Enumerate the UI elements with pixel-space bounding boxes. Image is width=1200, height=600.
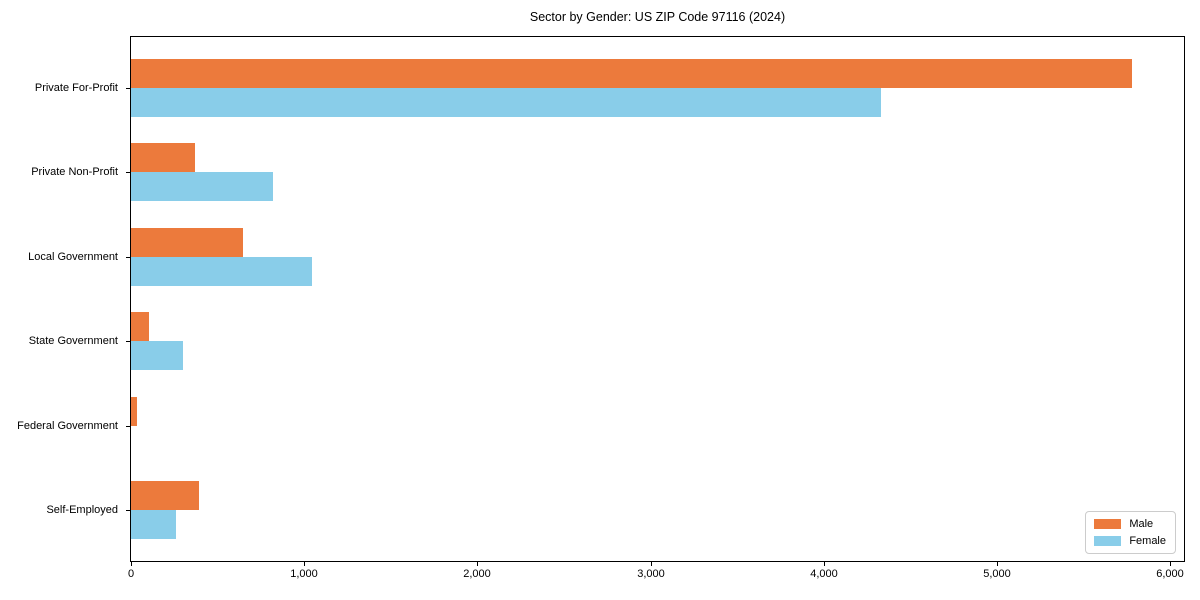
female-series-swatch [1094, 536, 1122, 546]
y-tick-mark [126, 426, 130, 427]
x-tick-label: 2,000 [463, 568, 491, 580]
bar-female-1 [131, 172, 273, 201]
legend-label-female: Female [1129, 535, 1166, 547]
y-tick-mark [126, 88, 130, 89]
legend-item-male: Male [1094, 518, 1166, 530]
legend: Male Female [1085, 511, 1176, 554]
x-tick-label: 1,000 [290, 568, 318, 580]
x-tick-label: 6,000 [1156, 568, 1184, 580]
y-tick-label: Federal Government [17, 420, 118, 432]
y-tick-mark [126, 172, 130, 173]
male-series-swatch [1094, 519, 1122, 529]
y-tick-mark [126, 257, 130, 258]
bar-female-3 [131, 341, 183, 370]
x-tick-mark [477, 562, 478, 566]
y-tick-mark [126, 341, 130, 342]
bar-male-0 [131, 59, 1132, 88]
y-tick-mark [126, 510, 130, 511]
x-tick-label: 0 [127, 568, 135, 580]
x-tick-label: 5,000 [983, 568, 1011, 580]
x-tick-mark [131, 562, 132, 566]
chart-title: Sector by Gender: US ZIP Code 97116 (202… [529, 10, 786, 24]
bar-female-2 [131, 257, 312, 286]
y-tick-label: Self-Employed [46, 504, 118, 516]
x-tick-mark [651, 562, 652, 566]
bar-male-2 [131, 228, 243, 257]
y-tick-label: Local Government [28, 251, 118, 263]
y-tick-label: Private For-Profit [34, 82, 118, 94]
x-tick-mark [824, 562, 825, 566]
bar-female-5 [131, 510, 176, 539]
bar-female-0 [131, 88, 881, 117]
y-tick-label: Private Non-Profit [31, 166, 118, 178]
bars-layer [131, 37, 1184, 561]
x-tick-mark [997, 562, 998, 566]
x-tick-mark [304, 562, 305, 566]
legend-item-female: Female [1094, 535, 1166, 547]
y-tick-label: State Government [28, 335, 118, 347]
bar-male-3 [131, 312, 149, 341]
legend-label-male: Male [1129, 518, 1154, 530]
bar-male-5 [131, 481, 199, 510]
x-tick-mark [1170, 562, 1171, 566]
bar-male-1 [131, 143, 195, 172]
bar-male-4 [131, 397, 137, 426]
x-tick-label: 3,000 [637, 568, 665, 580]
plot-area: Male Female [130, 36, 1185, 562]
x-tick-label: 4,000 [810, 568, 838, 580]
